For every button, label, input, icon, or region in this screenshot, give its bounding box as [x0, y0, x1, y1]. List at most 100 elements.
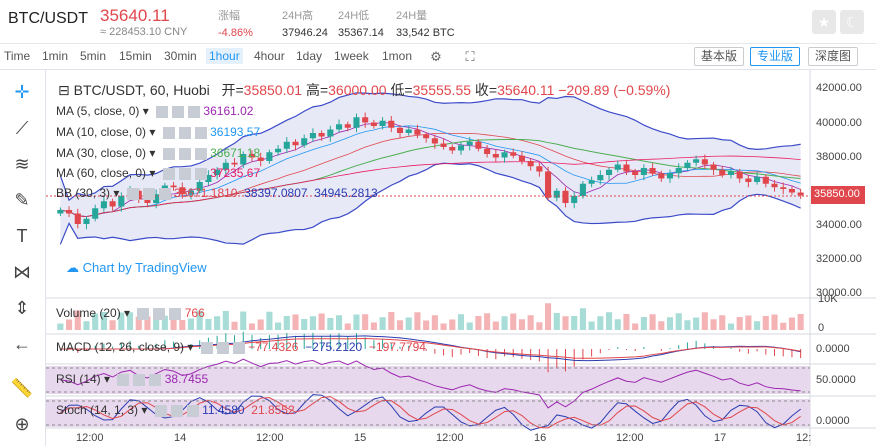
interval-4hour[interactable]: 4hour: [254, 49, 285, 63]
macd-legend[interactable]: MACD (12, 26, close, 9) ▾ −77.4326 −275.…: [56, 340, 426, 354]
candle-body: [353, 117, 360, 128]
crosshair-icon[interactable]: ✛: [14, 82, 30, 102]
candle-body: [701, 159, 708, 165]
volume-bar: [362, 314, 369, 330]
candle-body: [240, 154, 247, 165]
volume-bar: [327, 318, 334, 330]
volume-bar: [92, 313, 99, 330]
candle-body: [571, 196, 578, 203]
last-price: 35640.11: [100, 6, 170, 25]
candle-body: [388, 120, 395, 128]
fib-icon[interactable]: ≋: [14, 154, 30, 174]
candle-body: [693, 159, 700, 163]
candle-body: [344, 124, 351, 128]
view-depth-button[interactable]: 深度图: [808, 47, 859, 66]
bb-lower-line: [59, 162, 801, 245]
collapse-icon[interactable]: ⊟: [58, 82, 70, 98]
drawing-toolbar: ✛ ⟋ ≋ ✎ T ⋈ ⇕ ← 📏 ⊕: [0, 70, 46, 446]
volume-axis-tick: 0: [818, 322, 825, 334]
volume-bar: [745, 315, 752, 330]
volume-bar: [492, 321, 499, 330]
volume-bar: [727, 323, 735, 330]
volume-bar: [518, 319, 525, 330]
candle-body: [431, 138, 438, 144]
volume-bar: [353, 314, 360, 330]
volume-legend[interactable]: Volume (20) ▾ 766: [56, 306, 205, 320]
candle-body: [545, 171, 552, 198]
volume-bar: [205, 319, 212, 330]
view-pro-button[interactable]: 专业版: [750, 47, 801, 66]
volume-bar: [780, 322, 787, 330]
view-basic-button[interactable]: 基本版: [694, 47, 745, 66]
interval-5min[interactable]: 5min: [80, 49, 107, 63]
interval-1day[interactable]: 1day: [296, 49, 323, 63]
volume-bar: [423, 320, 430, 330]
volume-bar: [196, 310, 203, 330]
rsi-legend[interactable]: RSI (14) ▾ 38.7455: [56, 372, 209, 386]
ma5-legend[interactable]: MA (5, close, 0) ▾ 36161.02: [56, 104, 254, 118]
price-tick: 38000.00: [816, 151, 862, 163]
settings-icon[interactable]: ⚙: [430, 49, 442, 64]
volume-bar: [153, 319, 160, 330]
back-arrow-icon[interactable]: ←: [13, 334, 31, 354]
ruler-icon[interactable]: 📏: [10, 378, 34, 398]
candle-body: [658, 173, 665, 179]
candle-body: [170, 185, 177, 188]
candle-body: [396, 127, 404, 133]
interval-1hour[interactable]: 1hour: [206, 48, 243, 64]
ma30-legend[interactable]: MA (30, close, 0) ▾ 36671.18: [56, 146, 261, 160]
star-icon[interactable]: ★: [812, 10, 836, 34]
fullscreen-icon[interactable]: ⛶: [465, 49, 475, 64]
volume-bar: [597, 316, 604, 330]
ma10-legend[interactable]: MA (10, close, 0) ▾ 36193.57: [56, 125, 261, 139]
time-label[interactable]: Time: [4, 49, 31, 63]
interval-1week[interactable]: 1week: [334, 49, 369, 63]
candle-body: [109, 201, 116, 207]
pattern-icon[interactable]: ⋈: [13, 262, 31, 282]
candle-body: [135, 190, 142, 200]
volume-bar: [605, 312, 613, 330]
measure-icon[interactable]: ⇕: [14, 298, 30, 318]
volume-bar: [571, 316, 578, 330]
candle-body: [292, 141, 299, 146]
volume-bar: [318, 313, 325, 330]
volume-bar: [283, 316, 290, 330]
zoom-icon[interactable]: ⊕: [14, 414, 30, 434]
volume-bar: [74, 310, 81, 330]
text-icon[interactable]: T: [16, 226, 28, 246]
change-value: −209.89 (−0.59%): [558, 82, 671, 98]
volume-bar: [266, 311, 273, 330]
candle-body: [266, 152, 273, 161]
stoch-k-line: [60, 394, 801, 431]
stoch-axis-tick: 0.0000: [816, 415, 850, 427]
time-tick: 12:00: [616, 432, 644, 444]
candle-body: [632, 171, 639, 175]
volume-bar: [788, 317, 795, 330]
moon-icon[interactable]: ☾: [840, 10, 864, 34]
candle-body: [301, 138, 308, 146]
volume-bar: [231, 321, 238, 330]
candle-body: [275, 148, 282, 153]
volume-bar: [83, 321, 90, 330]
interval-1mon[interactable]: 1mon: [382, 49, 413, 63]
volume-bar: [666, 317, 674, 330]
trendline-icon[interactable]: ⟋: [15, 118, 29, 138]
volume-bar: [344, 323, 351, 330]
candle-body: [196, 182, 203, 191]
brush-icon[interactable]: ✎: [14, 190, 30, 210]
interval-15min[interactable]: 15min: [119, 49, 152, 63]
interval-1min[interactable]: 1min: [42, 49, 69, 63]
time-tick: 16: [534, 432, 547, 444]
volume-bar: [736, 317, 743, 330]
candle-body: [666, 173, 674, 179]
stoch-legend[interactable]: Stoch (14, 1, 3) ▾ 11.4580 21.8552: [56, 403, 295, 417]
interval-30min[interactable]: 30min: [164, 49, 197, 63]
candle-body: [684, 162, 691, 168]
ma60-legend[interactable]: MA (60, close, 0) ▾ 37235.67: [56, 166, 261, 180]
tradingview-watermark[interactable]: ☁ Chart by TradingView: [66, 260, 207, 275]
volume-bar: [501, 316, 508, 330]
high-value: 36000.00: [328, 82, 387, 98]
candle-body: [318, 133, 325, 137]
bb-legend[interactable]: BB (30, 3) ▾ 36671.1810 38397.0807 34945…: [56, 186, 378, 200]
pair-title[interactable]: BTC/USDT: [8, 10, 88, 27]
